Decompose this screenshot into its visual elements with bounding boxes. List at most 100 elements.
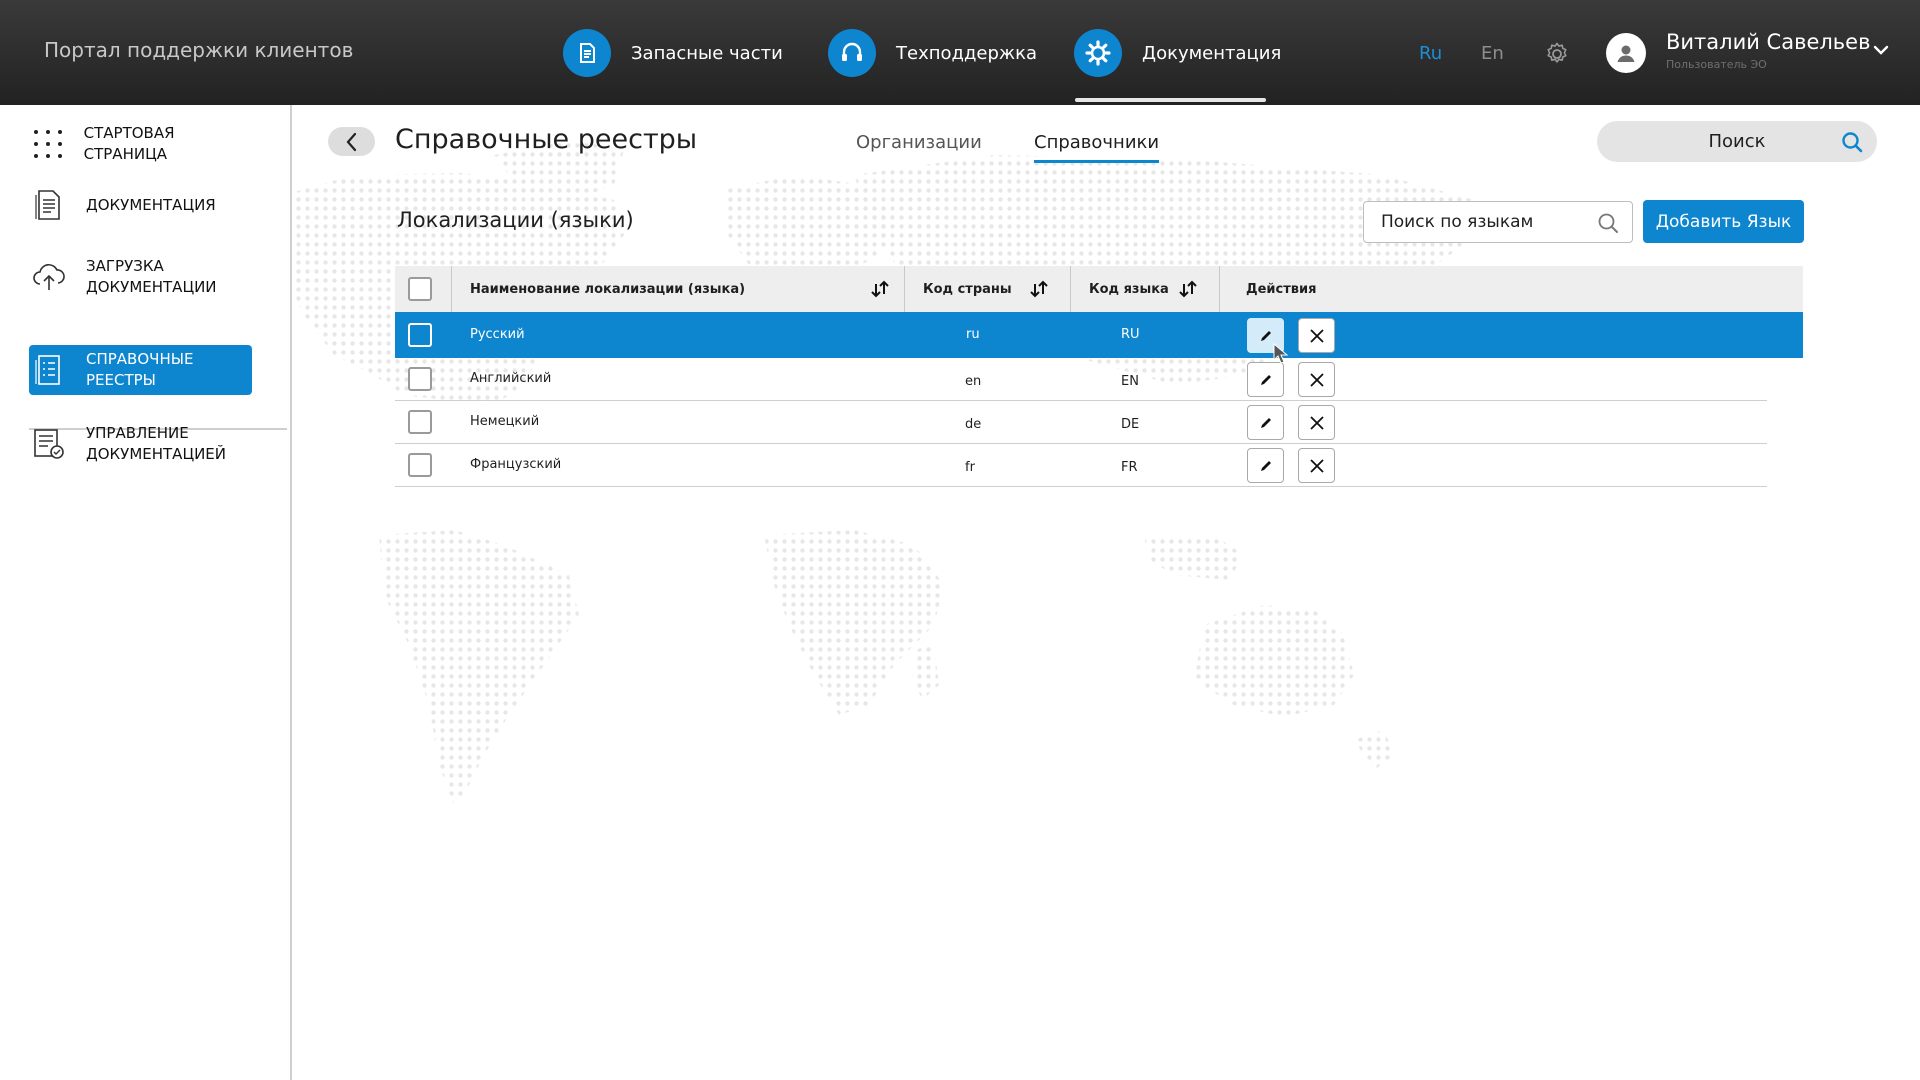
back-button[interactable]	[328, 127, 375, 156]
delete-button[interactable]	[1298, 448, 1335, 483]
user-name: Виталий Савельев	[1666, 30, 1871, 54]
add-language-button[interactable]: Добавить Язык	[1643, 200, 1804, 243]
sidebar-item-documentation-label: Документация	[86, 195, 216, 214]
pencil-icon	[1260, 330, 1271, 341]
delete-button[interactable]	[1298, 405, 1335, 440]
close-icon	[1309, 415, 1324, 430]
sort-icon[interactable]	[1177, 279, 1199, 299]
table-row[interactable]: Английский en EN	[395, 358, 1767, 401]
grid-dots-icon	[29, 124, 67, 164]
pencil-icon	[1260, 374, 1271, 385]
edit-button[interactable]	[1247, 448, 1284, 483]
sidebar-item-upload-label: Загрузка документации	[86, 256, 217, 298]
cell-language-name: Французский	[470, 457, 562, 472]
cell-language-code: EN	[1121, 374, 1139, 389]
portal-title[interactable]: Портал поддержки клиентов	[44, 38, 354, 62]
chevron-left-icon	[346, 132, 356, 151]
pencil-icon	[1260, 460, 1271, 471]
settings-gear-icon[interactable]	[1544, 41, 1570, 67]
section-title: Локализации (языки)	[397, 208, 634, 232]
language-search-input[interactable]: Поиск по языкам	[1363, 201, 1633, 243]
search-icon[interactable]	[1841, 131, 1863, 153]
cell-language-name: Русский	[470, 327, 525, 342]
column-header-name: Наименование локализации (языка)	[470, 281, 746, 297]
row-checkbox[interactable]	[408, 453, 432, 477]
active-nav-indicator	[1075, 98, 1266, 102]
search-icon[interactable]	[1597, 212, 1619, 234]
sidebar-item-documentation[interactable]: Документация	[29, 180, 252, 230]
column-header-country-code: Код страны	[923, 281, 1012, 297]
select-all-checkbox[interactable]	[408, 277, 432, 301]
cell-country-code: de	[965, 417, 982, 432]
headset-icon	[828, 29, 876, 77]
cell-country-code: fr	[965, 460, 975, 475]
global-search-input[interactable]: Поиск	[1597, 121, 1877, 162]
user-avatar[interactable]	[1606, 33, 1646, 73]
column-separator	[1219, 266, 1220, 312]
delete-button[interactable]	[1298, 318, 1335, 353]
table-row[interactable]: Французский fr FR	[395, 444, 1767, 487]
edit-button[interactable]	[1247, 362, 1284, 397]
column-separator	[451, 266, 452, 312]
close-icon	[1309, 328, 1324, 343]
language-search-placeholder: Поиск по языкам	[1381, 212, 1534, 232]
sidebar-item-registries[interactable]: Справочные реестры	[29, 345, 252, 395]
tab-organizations[interactable]: Организации	[856, 132, 982, 153]
sidebar-item-registries-label: Справочные реестры	[86, 349, 193, 391]
sidebar-item-home-label: Стартовая страница	[83, 124, 175, 163]
sidebar-item-home[interactable]: Стартовая страница	[29, 119, 252, 169]
table-row[interactable]: Русский ru RU	[395, 312, 1803, 358]
global-search-placeholder: Поиск	[1708, 131, 1766, 152]
delete-button[interactable]	[1298, 362, 1335, 397]
sidebar-item-doc-management-label: Управление документацией	[86, 423, 226, 465]
nav-spare-parts-label: Запасные части	[631, 42, 783, 64]
column-header-actions: Действия	[1246, 281, 1317, 297]
sidebar-item-doc-management[interactable]: Управление документацией	[29, 416, 252, 472]
table-header: Наименование локализации (языка) Код стр…	[395, 266, 1803, 312]
sidebar-divider	[29, 428, 287, 430]
cloud-upload-icon	[29, 257, 69, 297]
top-bar: Портал поддержки клиентов Запасные части…	[0, 0, 1920, 105]
document-list-icon	[29, 185, 69, 225]
chevron-down-icon[interactable]	[1873, 44, 1889, 56]
sidebar-item-registries-line1: Справочные	[86, 350, 194, 368]
gear-wrench-icon	[1074, 29, 1122, 77]
cell-country-code: ru	[966, 327, 980, 342]
language-en[interactable]: En	[1481, 43, 1504, 64]
sidebar-item-upload-line1: Загрузка	[86, 257, 164, 275]
user-role: Пользователь ЭО	[1666, 58, 1767, 71]
edit-button[interactable]	[1247, 405, 1284, 440]
registry-icon	[29, 350, 69, 390]
row-checkbox[interactable]	[408, 367, 432, 391]
cell-language-name: Немецкий	[470, 414, 540, 429]
row-checkbox[interactable]	[408, 323, 432, 347]
nav-support[interactable]: Техподдержка	[828, 29, 1037, 77]
sidebar-item-doc-management-line1: Управление	[86, 424, 189, 442]
page-title: Справочные реестры	[395, 124, 698, 155]
document-icon	[563, 29, 611, 77]
nav-spare-parts[interactable]: Запасные части	[563, 29, 783, 77]
sidebar: Стартовая страница Документация Загрузка…	[0, 105, 292, 1080]
sidebar-item-doc-management-line2: документацией	[86, 445, 227, 463]
nav-support-label: Техподдержка	[896, 42, 1038, 64]
user-icon	[1617, 45, 1635, 62]
doc-settings-icon	[29, 424, 69, 464]
tab-directories[interactable]: Справочники	[1034, 132, 1160, 163]
language-ru[interactable]: Ru	[1419, 43, 1443, 64]
mouse-cursor-icon	[1273, 343, 1289, 364]
pencil-icon	[1260, 417, 1271, 428]
cell-country-code: en	[965, 374, 982, 389]
cell-language-name: Английский	[470, 371, 552, 386]
cell-language-code: DE	[1121, 417, 1140, 432]
sidebar-item-upload[interactable]: Загрузка документации	[29, 249, 252, 305]
nav-documentation[interactable]: Документация	[1074, 29, 1281, 77]
cell-language-code: RU	[1121, 327, 1140, 342]
sort-icon[interactable]	[1028, 279, 1050, 299]
close-icon	[1309, 458, 1324, 473]
column-separator	[1070, 266, 1071, 312]
table-row[interactable]: Немецкий de DE	[395, 401, 1767, 444]
column-header-language-code: Код языка	[1089, 281, 1169, 297]
close-icon	[1309, 372, 1324, 387]
sort-icon[interactable]	[869, 279, 891, 299]
row-checkbox[interactable]	[408, 410, 432, 434]
